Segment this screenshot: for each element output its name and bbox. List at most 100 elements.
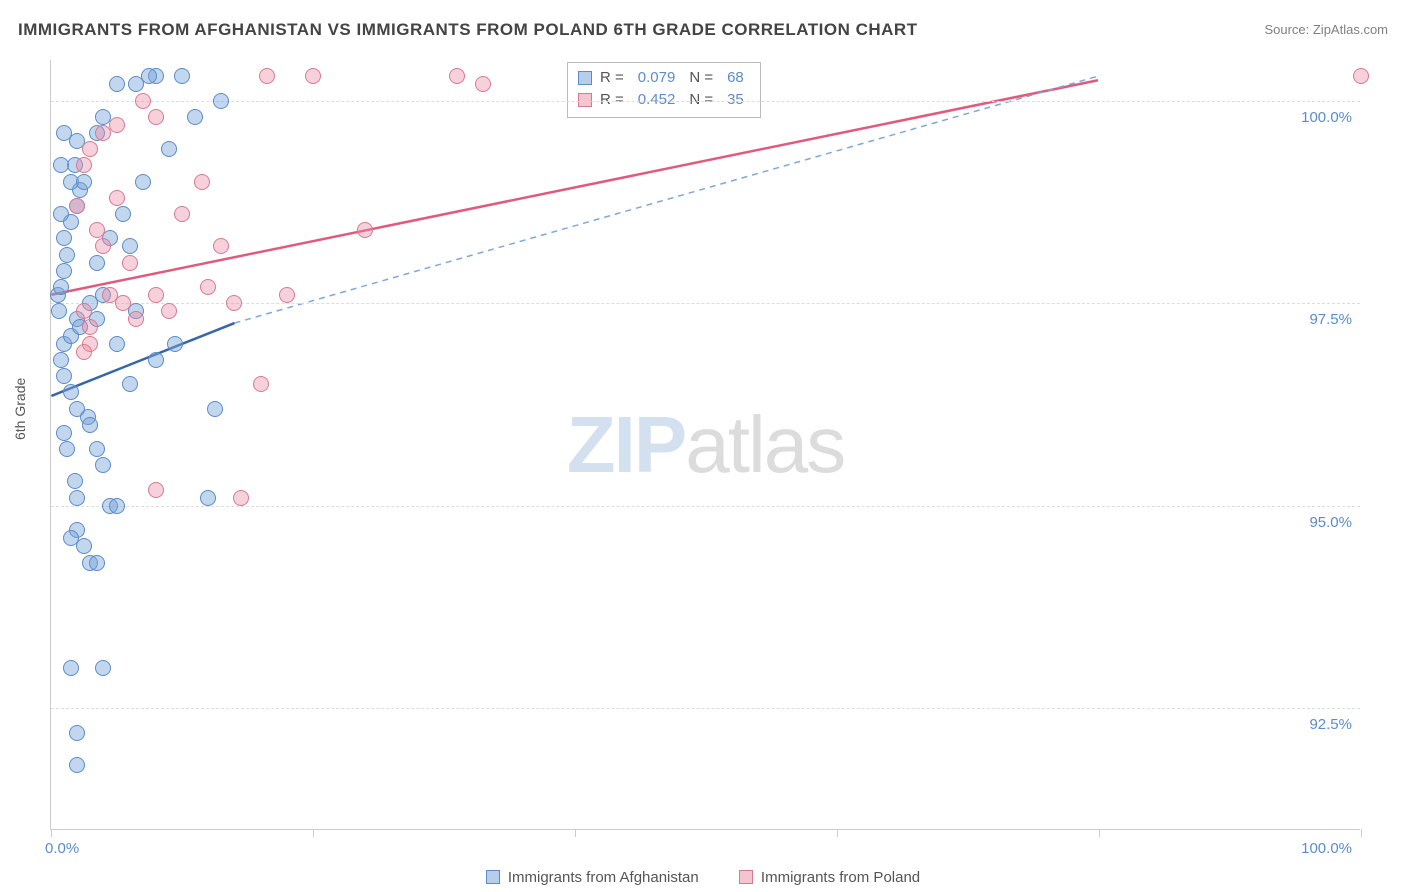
swatch-afghanistan-icon <box>486 870 500 884</box>
gridline <box>51 506 1360 507</box>
scatter-point-afghanistan <box>59 441 75 457</box>
scatter-point-afghanistan <box>56 368 72 384</box>
scatter-point-poland <box>135 93 151 109</box>
scatter-point-afghanistan <box>69 490 85 506</box>
scatter-point-afghanistan <box>141 68 157 84</box>
scatter-point-poland <box>109 190 125 206</box>
scatter-point-afghanistan <box>53 352 69 368</box>
legend: Immigrants from Afghanistan Immigrants f… <box>0 869 1406 889</box>
scatter-point-afghanistan <box>53 157 69 173</box>
r-label: R = <box>600 67 624 89</box>
scatter-point-afghanistan <box>59 247 75 263</box>
stats-row-afghanistan: R = 0.079 N = 68 <box>578 67 750 89</box>
x-axis-tick <box>313 829 314 837</box>
scatter-point-afghanistan <box>63 660 79 676</box>
scatter-point-afghanistan <box>53 279 69 295</box>
scatter-point-poland <box>76 303 92 319</box>
x-axis-tick <box>51 829 52 837</box>
scatter-point-poland <box>69 198 85 214</box>
scatter-point-afghanistan <box>67 473 83 489</box>
legend-label: Immigrants from Afghanistan <box>508 869 699 886</box>
plot-area: ZIPatlas R = 0.079 N = 68 R = 0.452 N = … <box>50 60 1360 830</box>
x-axis-tick <box>575 829 576 837</box>
scatter-point-afghanistan <box>109 76 125 92</box>
watermark-atlas: atlas <box>685 400 844 489</box>
scatter-point-poland <box>174 206 190 222</box>
scatter-point-afghanistan <box>135 174 151 190</box>
scatter-point-poland <box>128 311 144 327</box>
scatter-point-afghanistan <box>89 555 105 571</box>
scatter-point-afghanistan <box>95 457 111 473</box>
scatter-point-poland <box>76 344 92 360</box>
scatter-point-afghanistan <box>82 417 98 433</box>
scatter-point-afghanistan <box>63 384 79 400</box>
scatter-point-poland <box>279 287 295 303</box>
scatter-point-poland <box>253 376 269 392</box>
scatter-point-poland <box>233 490 249 506</box>
x-axis-label-min: 0.0% <box>45 840 79 857</box>
x-axis-tick <box>1099 829 1100 837</box>
x-axis-tick <box>1361 829 1362 837</box>
scatter-point-afghanistan <box>207 401 223 417</box>
scatter-point-poland <box>194 174 210 190</box>
chart-container: IMMIGRANTS FROM AFGHANISTAN VS IMMIGRANT… <box>0 0 1406 892</box>
scatter-point-poland <box>82 141 98 157</box>
scatter-point-afghanistan <box>115 206 131 222</box>
scatter-point-afghanistan <box>69 725 85 741</box>
y-axis-title: 6th Grade <box>12 378 28 440</box>
scatter-point-poland <box>475 76 491 92</box>
scatter-point-afghanistan <box>122 376 138 392</box>
n-label: N = <box>689 67 713 89</box>
source-attribution: Source: ZipAtlas.com <box>1264 22 1388 37</box>
chart-title: IMMIGRANTS FROM AFGHANISTAN VS IMMIGRANT… <box>18 20 918 40</box>
scatter-point-afghanistan <box>167 336 183 352</box>
scatter-point-poland <box>226 295 242 311</box>
scatter-point-poland <box>148 109 164 125</box>
legend-item-poland: Immigrants from Poland <box>739 869 920 886</box>
scatter-point-poland <box>95 238 111 254</box>
y-axis-tick-label: 95.0% <box>1309 514 1352 531</box>
n-value: 68 <box>721 67 750 89</box>
y-axis-tick-label: 97.5% <box>1309 311 1352 328</box>
scatter-point-afghanistan <box>89 255 105 271</box>
scatter-point-afghanistan <box>174 68 190 84</box>
scatter-point-poland <box>148 287 164 303</box>
y-axis-tick-label: 92.5% <box>1309 716 1352 733</box>
scatter-point-poland <box>161 303 177 319</box>
scatter-point-afghanistan <box>69 401 85 417</box>
scatter-point-poland <box>148 482 164 498</box>
scatter-point-poland <box>115 295 131 311</box>
scatter-point-afghanistan <box>56 230 72 246</box>
x-axis-label-max: 100.0% <box>1301 840 1352 857</box>
scatter-point-poland <box>76 157 92 173</box>
scatter-point-poland <box>122 255 138 271</box>
scatter-point-afghanistan <box>109 336 125 352</box>
gridline <box>51 708 1360 709</box>
gridline <box>51 101 1360 102</box>
watermark-zip: ZIP <box>567 400 685 489</box>
scatter-point-afghanistan <box>56 425 72 441</box>
x-axis-tick <box>837 829 838 837</box>
y-axis-tick-label: 100.0% <box>1301 109 1352 126</box>
scatter-point-afghanistan <box>56 263 72 279</box>
scatter-point-afghanistan <box>161 141 177 157</box>
scatter-point-poland <box>259 68 275 84</box>
scatter-point-poland <box>449 68 465 84</box>
watermark: ZIPatlas <box>567 399 844 491</box>
scatter-point-afghanistan <box>122 238 138 254</box>
scatter-point-afghanistan <box>213 93 229 109</box>
scatter-point-afghanistan <box>95 660 111 676</box>
scatter-point-afghanistan <box>69 757 85 773</box>
scatter-point-afghanistan <box>53 206 69 222</box>
scatter-point-afghanistan <box>148 352 164 368</box>
gridline <box>51 303 1360 304</box>
scatter-point-poland <box>213 238 229 254</box>
scatter-point-poland <box>109 117 125 133</box>
scatter-point-poland <box>1353 68 1369 84</box>
scatter-point-afghanistan <box>76 538 92 554</box>
scatter-point-afghanistan <box>200 490 216 506</box>
scatter-point-afghanistan <box>76 174 92 190</box>
trend-lines-layer <box>51 60 1360 829</box>
legend-item-afghanistan: Immigrants from Afghanistan <box>486 869 699 886</box>
r-value: 0.079 <box>632 67 682 89</box>
